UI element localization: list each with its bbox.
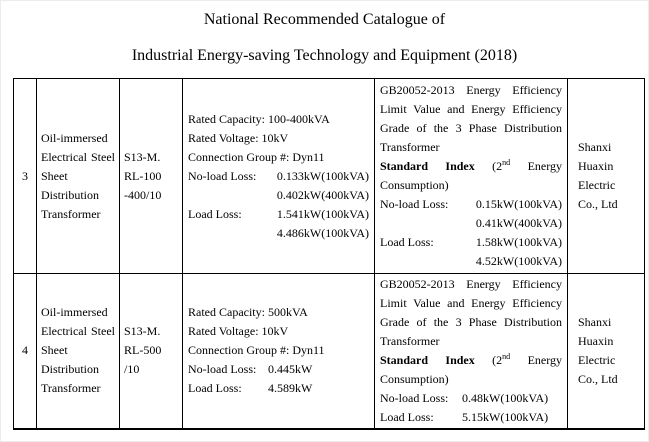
no-load-loss-label: No-load Loss: xyxy=(188,168,257,183)
parameters-cell: Rated Capacity: 100-400kVA Rated Voltage… xyxy=(182,78,375,274)
standard-index-rest: Energy Consumption) xyxy=(380,159,563,192)
rated-capacity-line: Rated Capacity: 100-400kVA xyxy=(188,111,330,126)
load-loss-value: 1.58kW(100kVA) xyxy=(475,235,562,249)
rated-capacity-line: Rated Capacity: 500kVA xyxy=(188,305,308,320)
standard-no-load-loss-line: No-load Loss: 0.15kW(100kVA) xyxy=(380,195,562,214)
model-line: S13-M. xyxy=(124,324,161,339)
standard-index-label: Standard Index xyxy=(380,352,475,367)
load-loss-line: Load Loss: 4.589kW xyxy=(188,379,369,398)
no-load-loss-value: 0.48kW(100kVA) xyxy=(462,390,549,405)
connection-group-line: Connection Group #: Dyn11 xyxy=(188,149,325,164)
no-load-loss-value-2: 0.41kW(400kVA) xyxy=(475,216,562,230)
load-loss-value: 4.589kW xyxy=(268,381,313,396)
company-cell: Shanxi Huaxin Electric Co., Ltd xyxy=(567,78,645,274)
load-loss-label: Load Loss: xyxy=(188,381,242,396)
standard-index-superscript: nd xyxy=(502,158,511,167)
model-line: RL-500 xyxy=(124,343,162,358)
load-loss-value: 1.541kW(100kVA) xyxy=(276,206,369,221)
row-number-cell: 3 xyxy=(13,78,37,274)
load-loss-line: Load Loss: 1.541kW(100kVA) xyxy=(188,205,369,224)
load-loss-label: Load Loss: xyxy=(380,235,434,249)
load-loss-value-2: 4.52kW(100kVA) xyxy=(475,254,562,268)
standard-index-line: Standard Index (2nd Energy Consumption) xyxy=(380,351,562,389)
no-load-loss-label: No-load Loss: xyxy=(380,390,449,405)
model-cell: S13-M. RL-500 /10 xyxy=(119,273,183,429)
page-title-line1: National Recommended Catalogue of xyxy=(203,11,446,28)
model-cell: S13-M. RL-100 -400/10 xyxy=(119,78,183,274)
standard-index-rest: Energy Consumption) xyxy=(380,352,563,386)
standard-reference: GB20052-2013 Energy Efficiency Limit Val… xyxy=(380,83,562,154)
no-load-loss-label: No-load Loss: xyxy=(188,362,257,377)
table-row: 4 Oil-immersed Electrical Steel Sheet Di… xyxy=(13,273,645,429)
table-row: 3 Oil-immersed Electrical Steel Sheet Di… xyxy=(13,78,645,274)
standard-index-label: Standard Index xyxy=(380,159,475,173)
connection-group-line: Connection Group #: Dyn11 xyxy=(188,343,325,358)
product-name-cell: Oil-immersed Electrical Steel Sheet Dist… xyxy=(36,273,120,429)
load-loss-label: Load Loss: xyxy=(188,206,242,221)
load-loss-value-2: 4.486kW(100kVA) xyxy=(276,225,369,240)
rated-voltage-line: Rated Voltage: 10kV xyxy=(188,324,289,339)
model-line: -400/10 xyxy=(124,187,162,202)
rated-voltage-line: Rated Voltage: 10kV xyxy=(188,130,289,145)
no-load-loss-value-2: 0.402kW(400kVA) xyxy=(276,187,369,202)
standard-index-superscript: nd xyxy=(502,351,511,361)
no-load-loss-line: No-load Loss: 0.133kW(100kVA) xyxy=(188,167,369,186)
standard-index-paren: (2 xyxy=(492,352,503,367)
standard-cell: GB20052-2013 Energy Efficiency Limit Val… xyxy=(374,78,568,274)
standard-index-line: Standard Index (2nd Energy Consumption) xyxy=(380,157,562,195)
load-loss-label: Load Loss: xyxy=(380,409,434,424)
standard-index-paren: (2 xyxy=(492,159,503,173)
no-load-loss-label: No-load Loss: xyxy=(380,197,449,211)
standard-load-loss-line: Load Loss: 5.15kW(100kVA) xyxy=(380,408,562,427)
standard-load-loss-line: Load Loss: 1.58kW(100kVA) xyxy=(380,233,562,252)
row-number-cell: 4 xyxy=(13,273,37,429)
company-cell: Shanxi Huaxin Electric Co., Ltd xyxy=(567,273,645,429)
no-load-loss-value: 0.133kW(100kVA) xyxy=(276,168,369,183)
load-loss-value: 5.15kW(100kVA) xyxy=(462,409,549,424)
standard-reference: GB20052-2013 Energy Efficiency Limit Val… xyxy=(380,276,562,348)
standard-no-load-loss-line: No-load Loss: 0.48kW(100kVA) xyxy=(380,389,562,408)
model-line: S13-M. xyxy=(124,149,161,164)
page-title-line2: Industrial Energy-saving Technology and … xyxy=(131,47,518,64)
catalog-table: 3 Oil-immersed Electrical Steel Sheet Di… xyxy=(13,78,645,430)
parameters-cell: Rated Capacity: 500kVA Rated Voltage: 10… xyxy=(182,273,375,429)
no-load-loss-value: 0.445kW xyxy=(268,362,313,377)
standard-cell: GB20052-2013 Energy Efficiency Limit Val… xyxy=(374,273,568,429)
product-name-cell: Oil-immersed Electrical Steel Sheet Dist… xyxy=(36,78,120,274)
model-line: RL-100 xyxy=(124,168,162,183)
no-load-loss-line: No-load Loss: 0.445kW xyxy=(188,360,369,379)
model-line: /10 xyxy=(124,362,140,377)
no-load-loss-value: 0.15kW(100kVA) xyxy=(475,197,562,211)
